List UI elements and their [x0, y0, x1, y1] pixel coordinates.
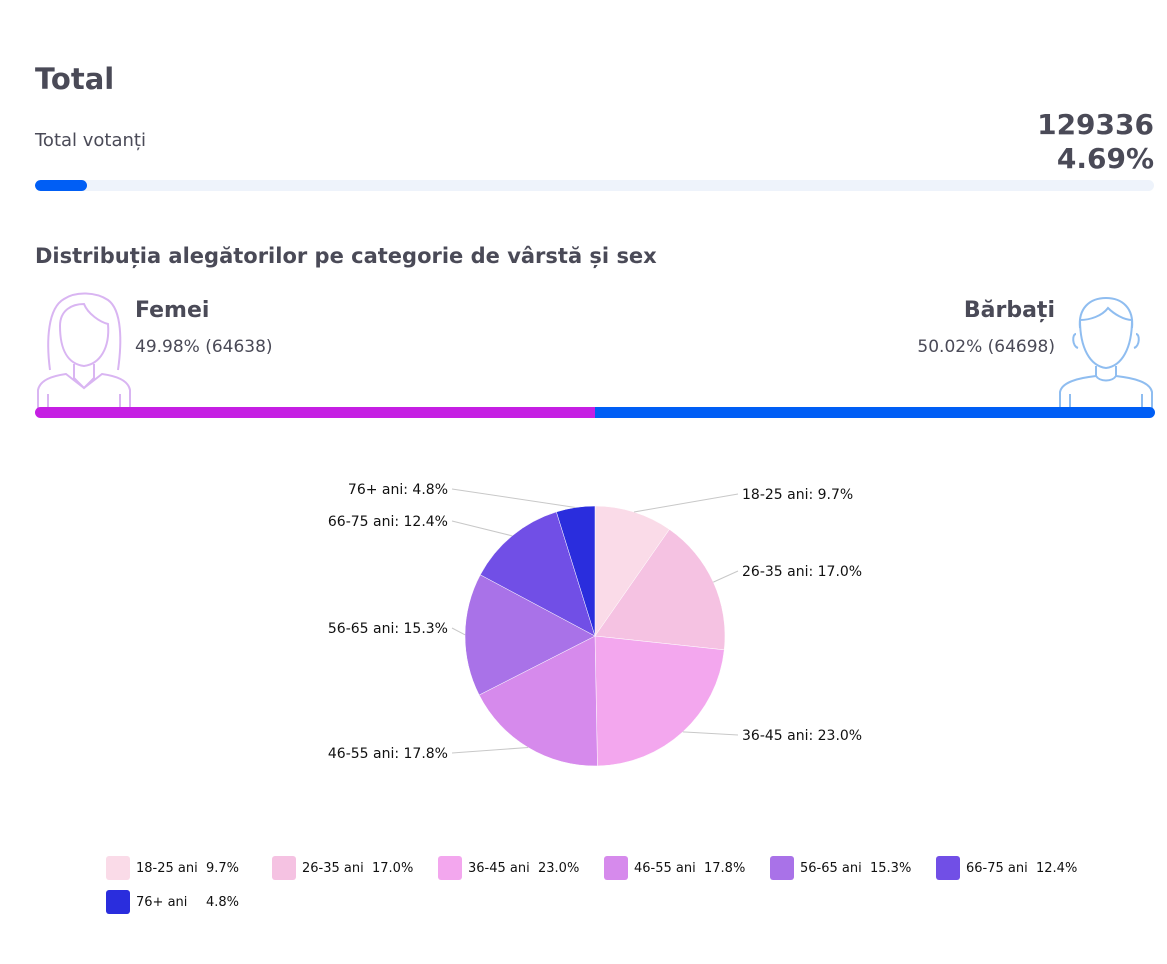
pie-leader-line-1	[633, 493, 739, 513]
legend-label: 18-25 ani	[136, 860, 198, 876]
male-label: Bărbați	[963, 298, 1055, 323]
legend-value: 17.0%	[372, 860, 414, 876]
pie-leader-line-5	[451, 627, 466, 636]
section-title: Distribuția alegătorilor pe categorie de…	[35, 244, 657, 268]
legend-label: 56-65 ani	[800, 860, 862, 876]
pie-slice-6[interactable]	[479, 511, 596, 637]
turnout-progress-fill	[35, 180, 88, 191]
legend-swatch	[770, 856, 794, 880]
pie-data-label-7: 76+ ani: 4.8%	[348, 482, 448, 498]
legend-label: 26-35 ani	[302, 860, 364, 876]
legend-label: 46-55 ani	[634, 860, 696, 876]
gender-split-bar	[35, 407, 1155, 418]
legend-item-5[interactable]: 56-65 ani 15.3%	[770, 856, 911, 880]
legend-label: 36-45 ani	[468, 860, 530, 876]
pie-slice-2[interactable]	[594, 529, 726, 651]
pie-leader-line-3	[682, 731, 739, 736]
male-value: 50.02% (64698)	[917, 337, 1055, 357]
legend-value: 4.8%	[206, 894, 240, 910]
legend-item-4[interactable]: 46-55 ani 17.8%	[604, 856, 745, 880]
female-label: Femei	[135, 298, 210, 323]
pie-data-label-4: 46-55 ani: 17.8%	[328, 746, 448, 762]
pie-data-label-3: 36-45 ani: 23.0%	[742, 728, 862, 744]
legend-value: 23.0%	[538, 860, 580, 876]
legend-swatch	[106, 856, 130, 880]
legend-swatch	[106, 890, 130, 914]
pie-leader-line-6	[451, 520, 513, 537]
female-value: 49.98% (64638)	[135, 337, 273, 357]
legend-item-3[interactable]: 36-45 ani 23.0%	[438, 856, 579, 880]
pie-leader-line-2	[713, 570, 739, 583]
pie-slice-7[interactable]	[556, 505, 596, 637]
pie-data-label-1: 18-25 ani: 9.7%	[742, 487, 853, 503]
pie-slice-3[interactable]	[594, 635, 725, 767]
legend-swatch	[272, 856, 296, 880]
age-distribution-pie-chart: 18-25 ani: 9.7% 26-35 ani: 17.0% 36-45 ani…	[328, 482, 862, 767]
female-share-bar	[35, 407, 595, 418]
male-share-bar	[594, 407, 1155, 418]
pie-leader-line-4	[451, 746, 529, 754]
legend-swatch	[936, 856, 960, 880]
female-avatar-icon	[37, 292, 131, 408]
page-title: Total	[35, 62, 115, 96]
pie-data-label-5: 56-65 ani: 15.3%	[328, 621, 448, 637]
legend-swatch	[604, 856, 628, 880]
legend-item-1[interactable]: 18-25 ani 9.7%	[106, 856, 239, 880]
legend-swatch	[438, 856, 462, 880]
legend-label: 76+ ani	[136, 894, 188, 910]
legend-item-7[interactable]: 76+ ani 4.8%	[106, 890, 239, 914]
legend-item-6[interactable]: 66-75 ani 12.4%	[936, 856, 1077, 880]
total-voters-stats: 129336 4.69%	[1037, 108, 1154, 176]
pie-data-label-6: 66-75 ani: 12.4%	[328, 514, 448, 530]
legend-value: 9.7%	[206, 860, 240, 876]
total-voters-percent: 4.69%	[1056, 142, 1154, 175]
legend-value: 17.8%	[704, 860, 746, 876]
legend-value: 15.3%	[870, 860, 912, 876]
turnout-progress-bar	[35, 180, 1154, 191]
legend-item-2[interactable]: 26-35 ani 17.0%	[272, 856, 413, 880]
pie-slice-1[interactable]	[594, 505, 670, 637]
total-voters-count: 129336	[1037, 108, 1154, 141]
male-avatar-icon	[1059, 296, 1153, 408]
pie-leader-line-7	[451, 488, 576, 508]
legend-label: 66-75 ani	[966, 860, 1028, 876]
pie-data-label-2: 26-35 ani: 17.0%	[742, 564, 862, 580]
legend-value: 12.4%	[1036, 860, 1078, 876]
total-voters-label: Total votanți	[35, 130, 146, 151]
